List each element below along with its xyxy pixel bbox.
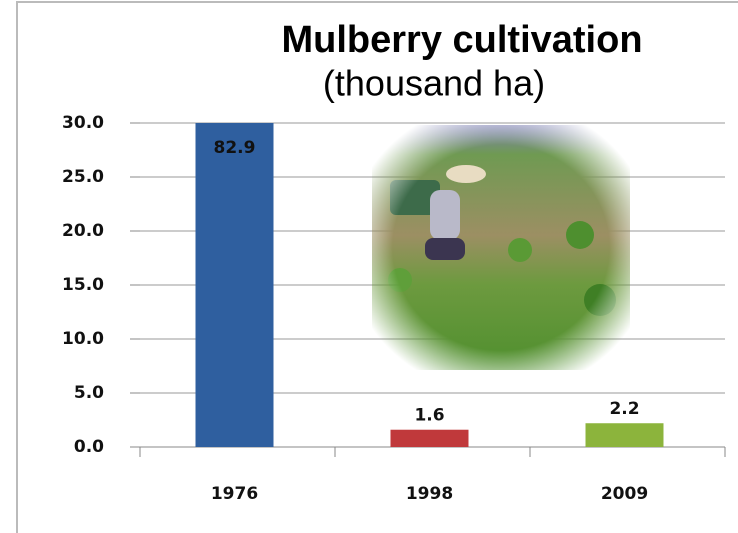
chart: Mulberry cultivation (thousand ha) 0.0 5.… xyxy=(0,0,738,533)
value-label: 1.6 xyxy=(414,406,444,426)
chart-title: Mulberry cultivation xyxy=(281,19,642,61)
bar xyxy=(196,0,274,447)
y-tick-label: 20.0 xyxy=(62,221,104,241)
page: {"chart_data": {"type": "bar", "title": … xyxy=(0,0,738,533)
bar xyxy=(391,430,469,447)
value-label: 2.2 xyxy=(609,399,639,419)
y-tick-label: 30.0 xyxy=(62,113,104,133)
bar xyxy=(586,423,664,447)
y-tick-label: 10.0 xyxy=(62,329,104,349)
photo xyxy=(372,125,630,370)
y-tick-label: 15.0 xyxy=(62,275,104,295)
y-tick-label: 5.0 xyxy=(74,383,104,403)
x-tick-label: 1976 xyxy=(211,484,258,504)
chart-subtitle: (thousand ha) xyxy=(323,63,545,104)
x-tick-label: 1998 xyxy=(406,484,453,504)
value-label: 82.9 xyxy=(214,138,256,158)
y-tick-label: 25.0 xyxy=(62,167,104,187)
y-tick-label: 0.0 xyxy=(74,437,104,457)
x-tick-label: 2009 xyxy=(601,484,648,504)
